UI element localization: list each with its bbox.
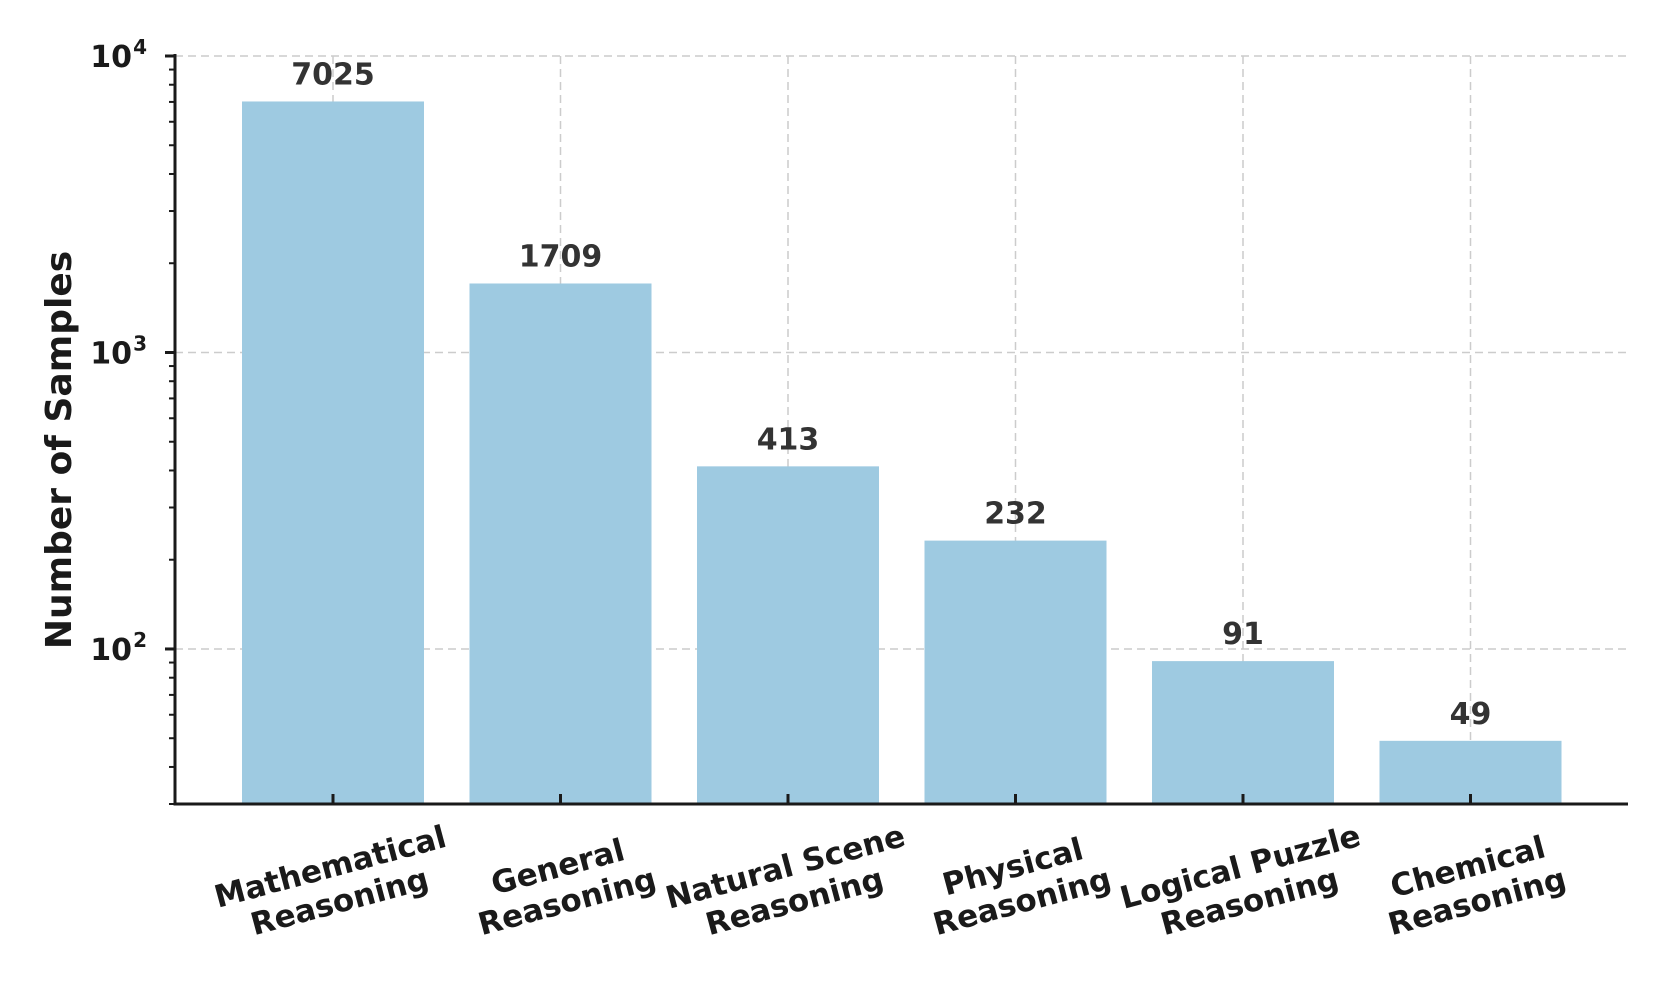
bar: [242, 101, 424, 804]
data-label: 7025: [291, 57, 375, 92]
x-tick-label-text: GeneralReasoning: [465, 826, 660, 943]
x-tick-label-text: Logical PuzzleReasoning: [1116, 818, 1373, 952]
x-ticks: MathematicalReasoning GeneralReasoning Nat…: [211, 794, 1570, 952]
data-label: 49: [1450, 697, 1492, 732]
bar: [469, 283, 652, 804]
x-tick-label: ChemicalReasoning: [1375, 826, 1570, 943]
x-tick-label-text: PhysicalReasoning: [920, 826, 1115, 943]
bar: [1379, 740, 1562, 804]
y-tick-label: 10: [90, 336, 132, 371]
y-tick-exponent: 3: [133, 331, 147, 355]
x-tick-label: PhysicalReasoning: [920, 826, 1115, 943]
axes: [173, 54, 1628, 806]
y-tick-label: 10: [90, 40, 132, 75]
data-label: 413: [757, 422, 820, 457]
y-tick-exponent: 4: [133, 35, 147, 59]
bar: [1152, 661, 1334, 804]
bars: [242, 101, 1562, 804]
x-tick-label: Natural SceneReasoning: [662, 818, 918, 951]
x-tick-label: Logical PuzzleReasoning: [1116, 818, 1373, 952]
y-tick-label: 10: [90, 633, 132, 668]
y-tick-exponent: 2: [133, 628, 147, 652]
x-tick-label-text: Natural SceneReasoning: [662, 818, 918, 951]
y-axis-title: Number of Samples: [39, 251, 80, 649]
data-labels: 7025 1709 413 232 91 49: [291, 57, 1491, 731]
x-tick-label: GeneralReasoning: [465, 826, 660, 943]
data-label: 91: [1222, 617, 1264, 652]
x-tick-label: MathematicalReasoning: [211, 819, 460, 950]
x-tick-label-text: ChemicalReasoning: [1375, 826, 1570, 943]
x-tick-label-text: MathematicalReasoning: [211, 819, 460, 950]
data-label: 232: [984, 497, 1047, 532]
bar: [924, 540, 1107, 804]
bar: [697, 466, 879, 804]
data-label: 1709: [519, 239, 603, 274]
